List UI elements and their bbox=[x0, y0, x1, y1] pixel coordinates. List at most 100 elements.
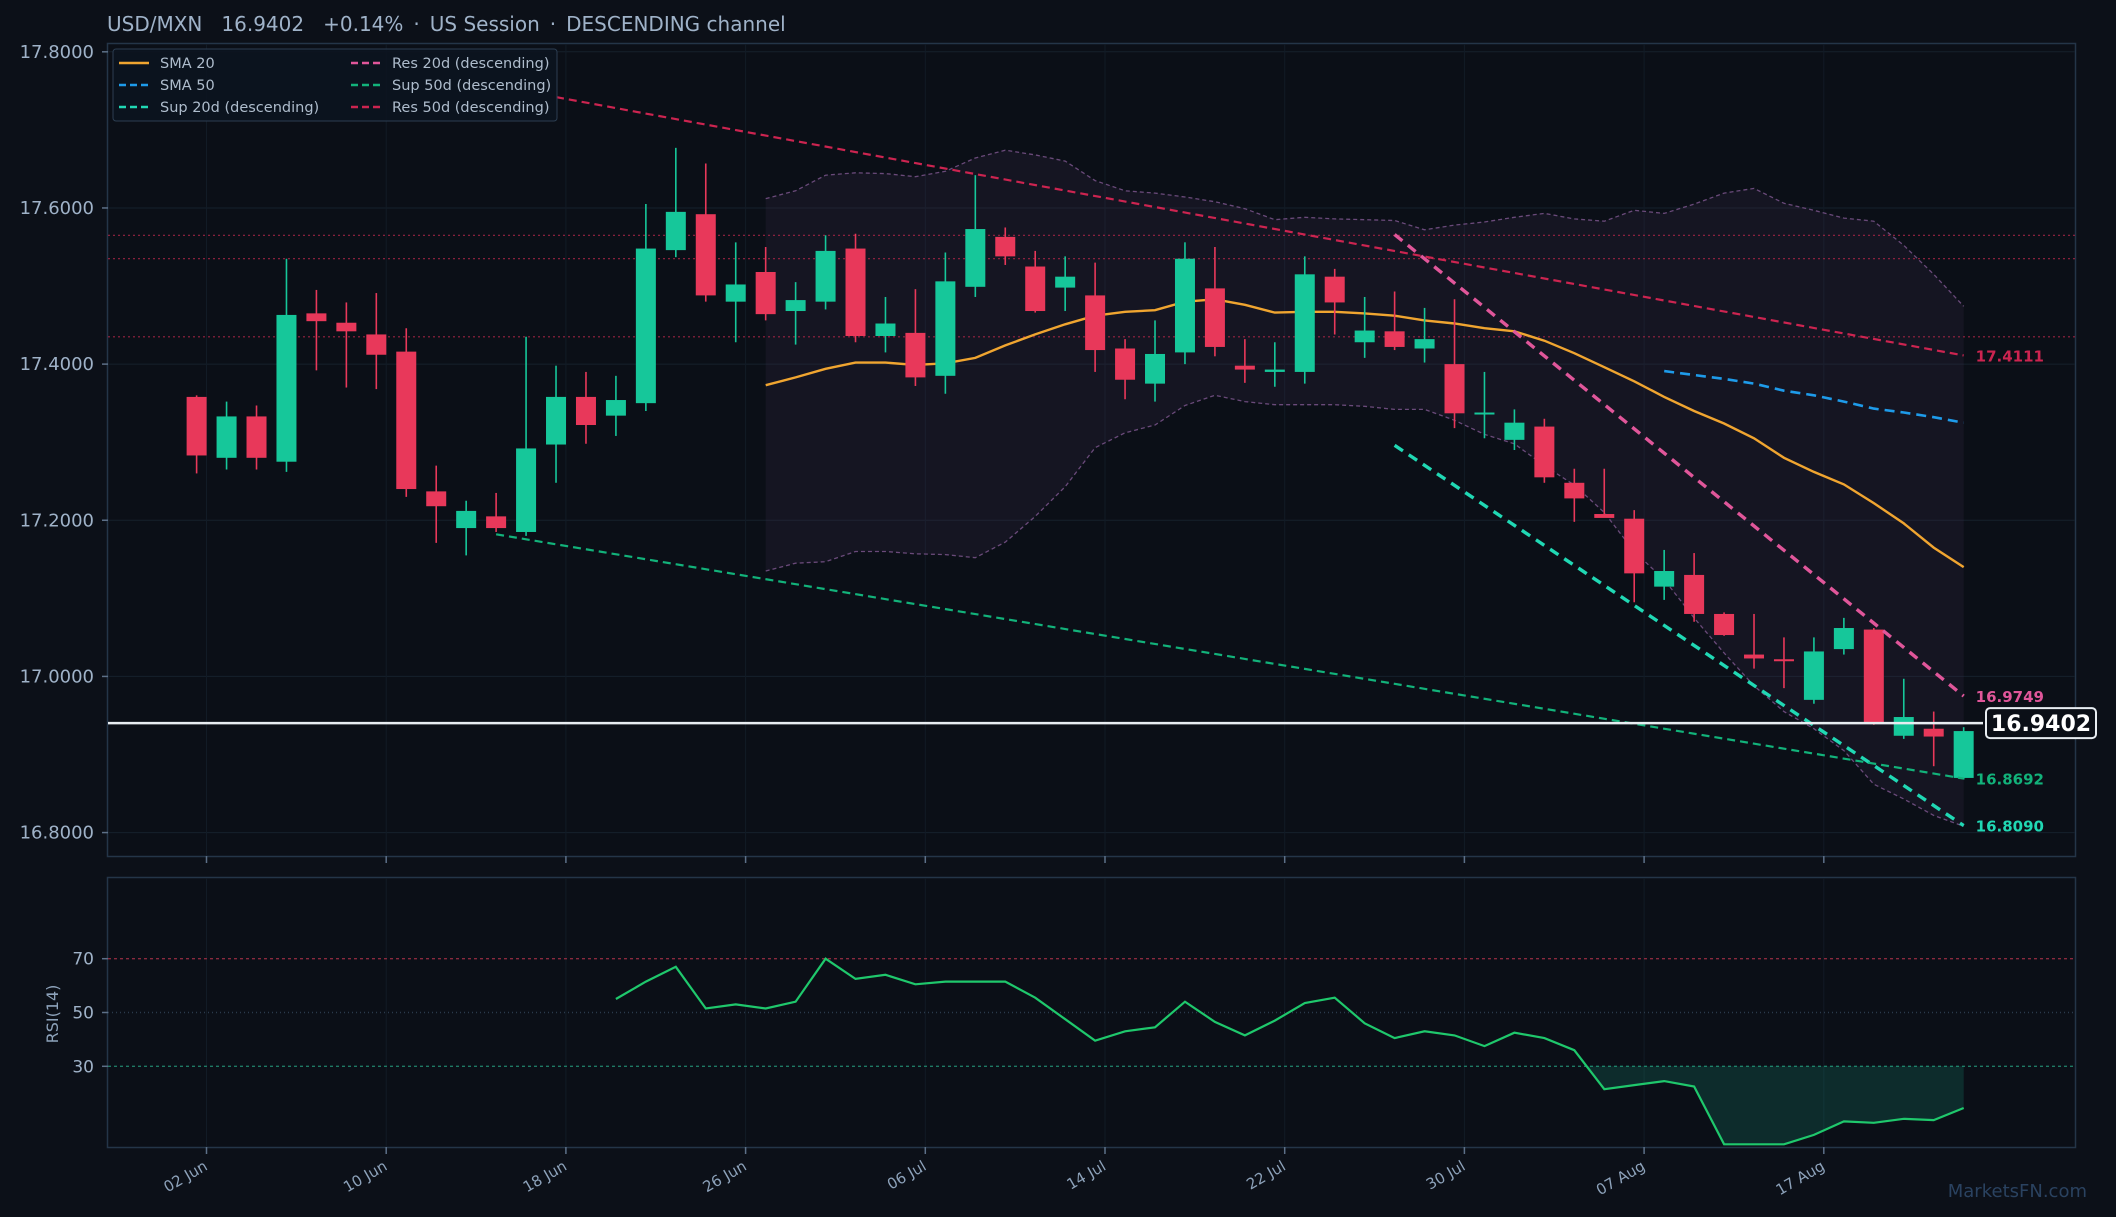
candle-body bbox=[845, 248, 866, 337]
trendline-end-labels: 16.9749 16.8090 17.4111 16.8692 bbox=[1976, 347, 2044, 835]
candle-body bbox=[1534, 426, 1555, 478]
bollinger-upper-line bbox=[765, 149, 1965, 307]
candle-body bbox=[396, 351, 417, 490]
pattern-label: DESCENDING channel bbox=[566, 12, 786, 36]
candle-body bbox=[1744, 654, 1765, 659]
session-label: US Session bbox=[430, 12, 540, 36]
trendline bbox=[555, 96, 1964, 357]
chart-header: USD/MXN 16.9402 +0.14% · US Session · DESCENDI… bbox=[107, 12, 786, 36]
rsi-y-tick-label: 70 bbox=[72, 950, 94, 970]
symbol-label: USD/MXN bbox=[107, 12, 202, 36]
candle-body bbox=[1145, 353, 1166, 384]
candles bbox=[186, 147, 1974, 780]
legend-label: Res 20d (descending) bbox=[392, 56, 549, 72]
candle-body bbox=[665, 211, 686, 251]
candle-body bbox=[306, 313, 327, 322]
candle-body bbox=[336, 322, 357, 332]
candle-body bbox=[995, 236, 1016, 257]
candle-body bbox=[1264, 369, 1285, 372]
candle-body bbox=[1714, 613, 1735, 636]
bollinger-band bbox=[765, 149, 1965, 827]
candle-body bbox=[456, 510, 477, 529]
candle-body bbox=[1833, 628, 1854, 650]
candle-body bbox=[1444, 364, 1465, 414]
rsi-oversold-area bbox=[1586, 1066, 1964, 1145]
candle-body bbox=[1025, 266, 1046, 312]
candle-body bbox=[426, 491, 447, 507]
price-y-tick-label: 17.0000 bbox=[20, 666, 94, 687]
price-y-tick-label: 17.2000 bbox=[20, 510, 94, 531]
candle-body bbox=[1803, 651, 1824, 700]
rsi-y-tick-label: 50 bbox=[72, 1004, 94, 1024]
candle-body bbox=[1174, 258, 1195, 353]
candle-body bbox=[486, 516, 507, 529]
candle-body bbox=[1384, 331, 1405, 347]
rsi-axis-label: RSI(14) bbox=[43, 985, 62, 1044]
candle-body bbox=[246, 416, 267, 458]
candle-body bbox=[815, 250, 836, 302]
candle-body bbox=[1294, 274, 1315, 372]
rsi-y-axis: 70 50 30 bbox=[72, 950, 108, 1077]
candle-body bbox=[1354, 330, 1375, 343]
rsi-panel-frame bbox=[106, 876, 2077, 1149]
candle-body bbox=[1504, 422, 1525, 440]
candle-body bbox=[1684, 574, 1705, 614]
candle-body bbox=[1863, 629, 1884, 724]
rsi-oversold-fill bbox=[1586, 1066, 1964, 1145]
candle-body bbox=[1324, 276, 1345, 303]
candle-body bbox=[1624, 518, 1645, 574]
price-y-tick-label: 16.8000 bbox=[20, 823, 94, 844]
candle-body bbox=[635, 248, 656, 404]
trendlines bbox=[495, 96, 1965, 827]
candle-body bbox=[1115, 348, 1136, 380]
candle-body bbox=[695, 214, 716, 296]
candle-body bbox=[785, 300, 806, 312]
last-price-badge bbox=[1985, 707, 2097, 740]
candle-body bbox=[905, 332, 926, 378]
rsi-panel: 70 50 30 RSI(14) bbox=[43, 876, 2077, 1149]
candle-body bbox=[1893, 717, 1914, 736]
legend-box bbox=[112, 48, 558, 122]
trendline bbox=[1393, 233, 1965, 698]
last-price-label: 16.9402 bbox=[221, 12, 304, 36]
candle-body bbox=[1055, 276, 1076, 288]
price-y-tick-label: 17.4000 bbox=[20, 354, 94, 375]
price-y-tick-label: 17.6000 bbox=[20, 198, 94, 219]
trendline-end-label: 16.8090 bbox=[1976, 818, 2044, 836]
last-price-line: 16.9402 bbox=[108, 707, 2097, 740]
separator: · bbox=[413, 12, 419, 36]
candle-body bbox=[1085, 295, 1106, 351]
candle-body bbox=[516, 448, 537, 532]
trendline-end-label: 17.4111 bbox=[1976, 347, 2044, 365]
trendline-end-label: 16.8692 bbox=[1976, 771, 2044, 789]
legend-label: Sup 20d (descending) bbox=[160, 100, 319, 116]
rsi-y-tick-label: 30 bbox=[72, 1057, 94, 1077]
separator: · bbox=[550, 12, 556, 36]
candle-body bbox=[1204, 288, 1225, 347]
price-y-tick-label: 17.8000 bbox=[20, 42, 94, 63]
legend-label: SMA 50 bbox=[160, 78, 215, 94]
sma50-line bbox=[1664, 369, 1964, 424]
rsi-line-group bbox=[615, 957, 1965, 1146]
trendline-end-label: 16.9749 bbox=[1976, 688, 2044, 706]
candle-body bbox=[186, 396, 207, 456]
trendline bbox=[495, 533, 1964, 780]
bollinger-lower-line bbox=[765, 394, 1964, 827]
change-label: +0.14% bbox=[323, 12, 403, 36]
price-panel-frame bbox=[106, 42, 2077, 858]
bollinger-band-fill bbox=[765, 150, 1964, 827]
legend-label: SMA 20 bbox=[160, 56, 215, 72]
rsi-gridlines bbox=[108, 878, 2075, 1147]
candle-body bbox=[755, 271, 776, 315]
price-y-axis: 17.8000 17.6000 17.4000 17.2000 17.0000 16.80… bbox=[20, 42, 108, 844]
legend: SMA 20 SMA 50 Sup 20d (descending) Res 20d … bbox=[112, 48, 558, 122]
candle-body bbox=[725, 284, 746, 302]
price-panel: 16.9402 17.8000 17.6000 17.4000 17.2000 17.0… bbox=[20, 42, 2097, 858]
candle-body bbox=[546, 396, 567, 445]
candle-body bbox=[1953, 731, 1974, 778]
candle-body bbox=[1654, 571, 1675, 587]
candle-body bbox=[366, 334, 387, 355]
candle-body bbox=[605, 400, 626, 416]
candle-body bbox=[1564, 482, 1585, 499]
